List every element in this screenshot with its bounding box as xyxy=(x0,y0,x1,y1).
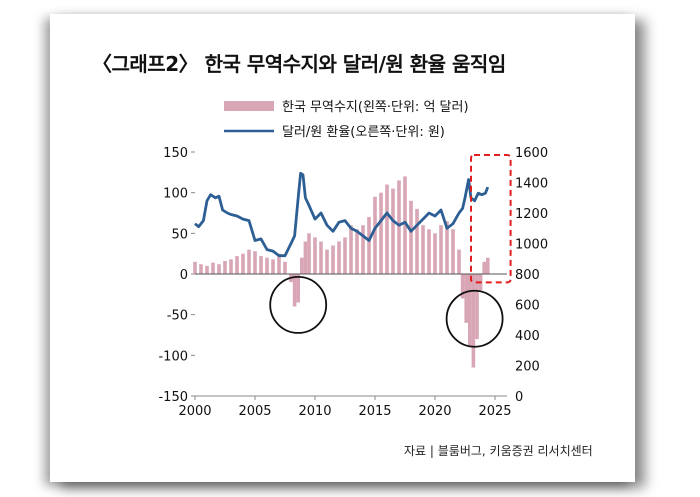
trade-balance-bar xyxy=(223,260,227,274)
trade-balance-bar xyxy=(296,274,300,303)
right-tick-label: 0 xyxy=(515,390,523,405)
trade-balance-bar xyxy=(253,251,257,274)
trade-balance-bar xyxy=(325,249,329,274)
legend-line-label: 달러/원 환율(오른쪽·단위: 원) xyxy=(282,125,445,140)
trade-balance-bar xyxy=(397,180,401,274)
x-tick-label: 2020 xyxy=(418,404,451,419)
left-tick-label: 150 xyxy=(163,146,188,161)
trade-balance-bar xyxy=(300,257,304,274)
trade-balance-bar xyxy=(445,221,449,274)
exchange-rate-line xyxy=(194,171,490,258)
trade-balance-bar xyxy=(460,274,465,299)
trade-balance-bar xyxy=(451,229,455,274)
trade-balance-bar xyxy=(331,245,335,274)
trade-balance-bar xyxy=(303,241,308,274)
right-tick-label: 600 xyxy=(515,299,540,314)
trade-balance-bar xyxy=(229,259,233,274)
trade-balance-bar xyxy=(486,257,490,274)
x-tick-label: 2000 xyxy=(178,404,211,419)
trade-balance-bar xyxy=(205,265,209,274)
trade-balance-bar xyxy=(475,274,479,340)
trade-balance-bar xyxy=(457,249,461,274)
left-tick-label: -100 xyxy=(158,349,188,364)
annotations xyxy=(269,154,512,348)
trade-balance-bar xyxy=(471,274,476,368)
trade-balance-bar xyxy=(367,217,371,274)
trade-balance-bar xyxy=(211,262,215,274)
trade-balance-bar xyxy=(468,274,472,348)
trade-balance-bar xyxy=(292,274,297,307)
trade-balance-bar xyxy=(361,225,365,274)
left-tick-label: -150 xyxy=(158,390,188,405)
x-tick-label: 2010 xyxy=(298,404,331,419)
trade-balance-bar xyxy=(217,264,221,274)
trade-balance-bar xyxy=(379,192,383,274)
deficit-circle-2008 xyxy=(269,276,328,334)
trade-balance-bar xyxy=(343,237,347,274)
recent-fx-highlight-box xyxy=(470,154,512,284)
chart-title: 〈그래프2〉 한국 무역수지와 달러/원 환율 움직임 xyxy=(92,52,506,76)
trade-balance-bar xyxy=(193,261,197,274)
source-note: 자료 | 블룸버그, 키움증권 리서치센터 xyxy=(404,444,593,458)
trade-balance-bar xyxy=(313,237,317,274)
left-tick-label: 50 xyxy=(171,227,188,242)
left-tick-label: 0 xyxy=(180,268,188,283)
right-tick-label: 400 xyxy=(515,329,540,344)
trade-balance-bars xyxy=(193,176,490,368)
trade-balance-bar xyxy=(433,233,437,274)
trade-balance-bar xyxy=(415,208,419,274)
trade-balance-bar xyxy=(355,229,359,274)
trade-balance-bar xyxy=(427,229,431,274)
trade-balance-bar xyxy=(265,257,269,274)
legend: 한국 무역수지(왼쪽·단위: 억 달러) 달러/원 환율(오른쪽·단위: 원) xyxy=(224,100,469,140)
trade-balance-bar xyxy=(199,264,203,274)
trade-balance-bar xyxy=(482,261,486,274)
trade-balance-bar xyxy=(283,261,287,274)
x-tick-label: 2015 xyxy=(358,404,391,419)
right-tick-label: 1200 xyxy=(515,207,548,222)
left-axis-ticks: 150 100 50 0 -50 -100 -150 xyxy=(158,146,195,405)
trade-balance-bar xyxy=(439,225,443,274)
right-tick-label: 800 xyxy=(515,268,540,283)
trade-balance-bar xyxy=(277,253,281,274)
trade-balance-bar xyxy=(319,241,323,274)
deficit-circle-2023 xyxy=(445,289,504,348)
legend-bar-swatch xyxy=(224,101,274,111)
trade-balance-bar xyxy=(247,249,251,274)
trade-balance-bar xyxy=(409,200,413,274)
right-tick-label: 1400 xyxy=(515,177,548,192)
x-axis-ticks: 2000 2005 2010 2015 2020 2025 xyxy=(178,396,512,419)
trade-balance-bar xyxy=(403,176,407,274)
x-tick-label: 2025 xyxy=(478,404,511,419)
legend-bar-label: 한국 무역수지(왼쪽·단위: 억 달러) xyxy=(282,100,469,115)
trade-balance-bar xyxy=(235,256,239,274)
right-tick-label: 200 xyxy=(515,360,540,375)
trade-balance-bar xyxy=(464,274,468,323)
right-tick-label: 1000 xyxy=(515,238,548,253)
right-axis-ticks: 1600 1400 1200 1000 800 600 400 200 0 xyxy=(515,146,548,405)
left-tick-label: -50 xyxy=(167,309,188,324)
chart-card xyxy=(50,14,635,482)
trade-balance-bar xyxy=(373,196,377,274)
trade-balance-bar xyxy=(385,184,389,274)
trade-balance-bar xyxy=(337,241,341,274)
right-tick-label: 1600 xyxy=(515,146,548,161)
trade-balance-bar xyxy=(307,233,311,274)
trade-balance-bar xyxy=(259,256,263,274)
trade-balance-bar xyxy=(241,253,245,274)
left-tick-label: 100 xyxy=(163,187,188,202)
trade-balance-bar xyxy=(349,225,353,274)
trade-balance-bar xyxy=(391,188,395,274)
trade-balance-bar xyxy=(271,259,275,274)
trade-balance-bar xyxy=(421,225,425,274)
x-tick-label: 2005 xyxy=(238,404,271,419)
